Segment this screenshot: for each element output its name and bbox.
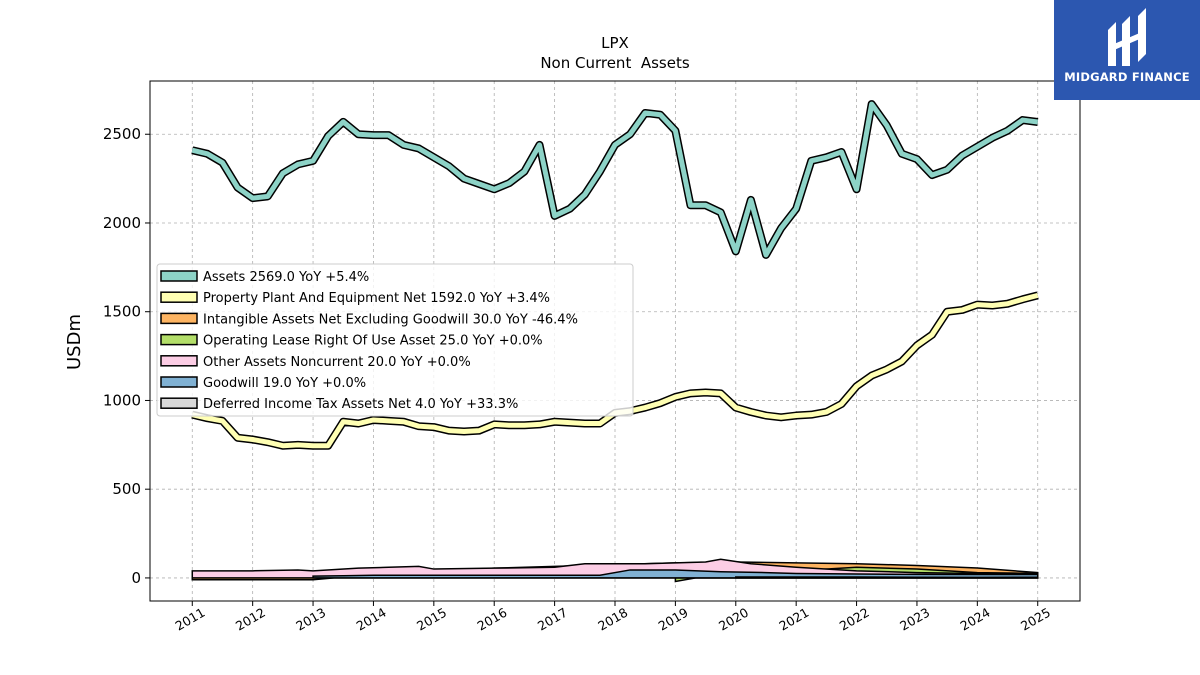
y-tick-label: 2000 [103, 214, 141, 232]
legend-swatch [160, 397, 198, 409]
legend-label: Other Assets Noncurrent 20.0 YoY +0.0% [203, 355, 471, 370]
brand-logo: MIDGARD FINANCE [1054, 0, 1200, 100]
legend-label: Intangible Assets Net Excluding Goodwill… [203, 312, 578, 327]
x-tick-label: 2016 [474, 605, 509, 634]
legend-swatch [160, 291, 198, 303]
x-tick-label: 2018 [595, 605, 630, 634]
line-series [191, 101, 1039, 258]
legend-swatch [160, 270, 198, 282]
y-tick-label: 500 [112, 480, 141, 498]
y-axis-label: USDm [64, 314, 85, 370]
legend-label: Property Plant And Equipment Net 1592.0 … [203, 291, 550, 306]
x-axis: 2011 2012 2013 2014 2015 2016 2017 2018 2019 2020… [172, 601, 1053, 634]
x-tick-label: 2019 [656, 605, 691, 634]
area-series [735, 576, 1039, 579]
y-tick-label: 0 [131, 569, 141, 587]
logo-mark-icon [1108, 8, 1146, 66]
y-tick-label: 1500 [103, 303, 141, 321]
x-tick-label: 2017 [535, 605, 570, 634]
x-tick-label: 2011 [172, 605, 207, 634]
area-series [312, 569, 1039, 579]
legend-label: Goodwill 19.0 YoY +0.0% [203, 376, 366, 391]
legend-swatch [160, 312, 198, 325]
x-tick-label: 2013 [293, 605, 328, 634]
y-tick-label: 2500 [103, 125, 141, 143]
x-tick-label: 2021 [776, 605, 811, 634]
y-tick-label: 1000 [103, 391, 141, 409]
x-tick-label: 2020 [716, 605, 751, 634]
legend-label: Deferred Income Tax Assets Net 4.0 YoY +… [203, 397, 518, 412]
plot-area [191, 100, 1039, 583]
x-tick-label: 2012 [233, 605, 268, 634]
legend-swatch [160, 376, 198, 388]
legend-label: Assets 2569.0 YoY +5.4% [203, 270, 369, 285]
x-tick-label: 2024 [958, 605, 993, 634]
legend-box [156, 263, 634, 417]
chart-subtitle: Non Current Assets [540, 54, 690, 72]
legend-swatch [160, 355, 198, 367]
legend-label: Operating Lease Right Of Use Asset 25.0 … [203, 334, 543, 349]
x-tick-label: 2023 [897, 605, 932, 634]
x-tick-label: 2025 [1018, 605, 1053, 634]
x-tick-label: 2015 [414, 605, 449, 634]
legend: Assets 2569.0 YoY +5.4% Property Plant An… [156, 263, 634, 417]
brand-name: MIDGARD FINANCE [1064, 70, 1190, 84]
chart-title: LPX [601, 34, 629, 52]
x-tick-label: 2014 [354, 605, 389, 634]
legend-swatch [160, 333, 198, 346]
x-tick-label: 2022 [837, 605, 872, 634]
y-axis: 0 500 1000 1500 2000 2500 [103, 125, 150, 587]
